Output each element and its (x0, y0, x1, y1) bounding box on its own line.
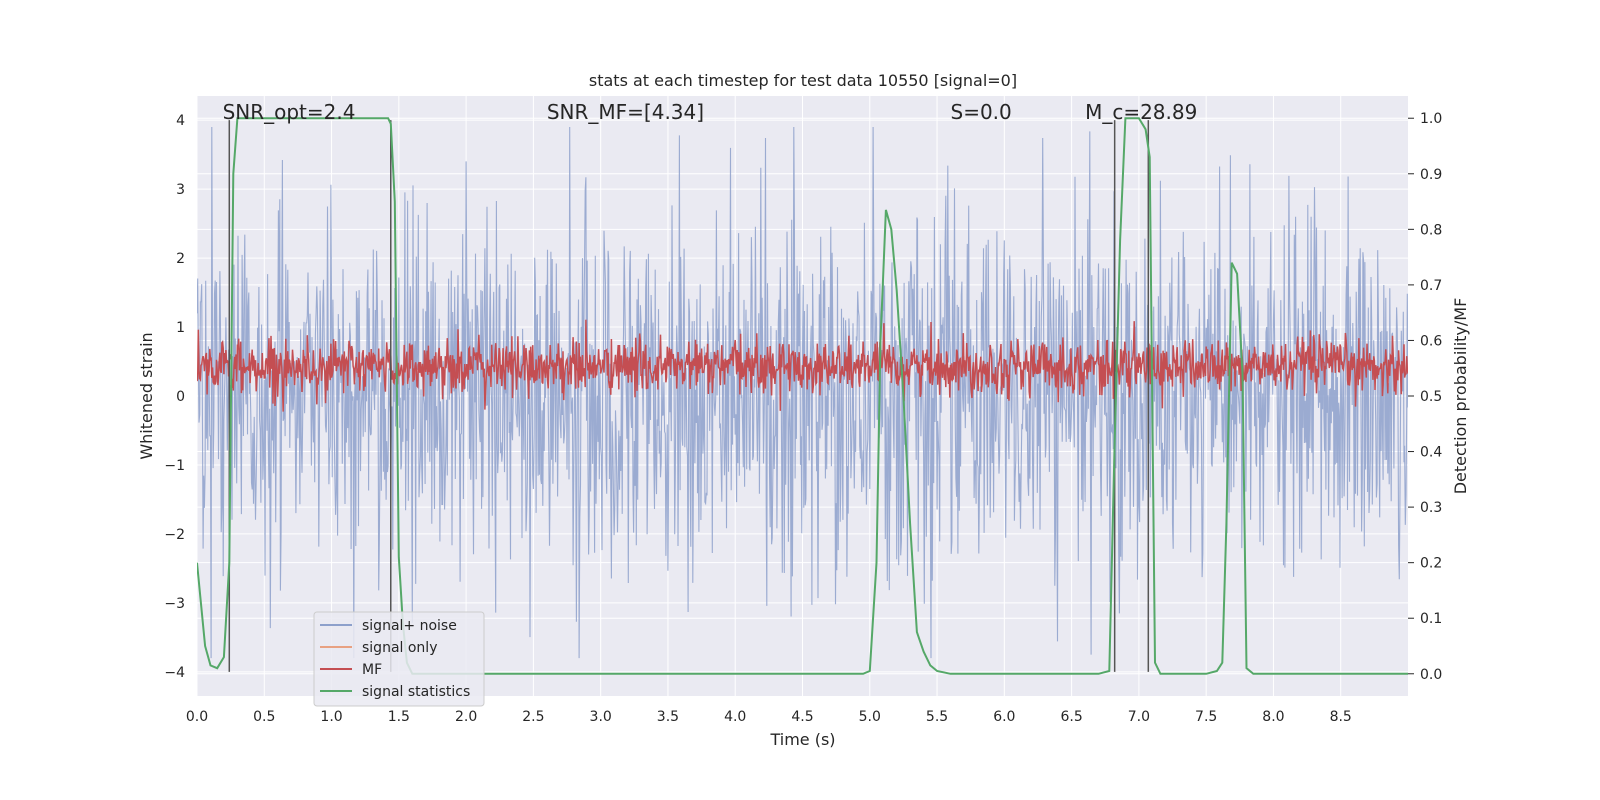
x-tick-label: 2.0 (455, 709, 477, 725)
y-right-tick-label: 1.0 (1420, 111, 1442, 127)
y-right-tick-label: 0.2 (1420, 556, 1442, 572)
x-axis-label: Time (s) (769, 730, 835, 749)
x-tick-label: 2.5 (522, 709, 544, 725)
y-right-tick-label: 0.6 (1420, 333, 1442, 349)
y-left-axis-label: Whitened strain (137, 332, 156, 459)
legend-box (313, 611, 485, 707)
y-right-axis-ticks: 0.0 0.1 0.2 0.3 0.4 0.5 0.6 0.7 0.8 0.9 1.0 (1408, 111, 1442, 683)
annotation-3: M_c=28.89 (1085, 100, 1197, 124)
y-left-tick-label: 2 (176, 251, 185, 267)
y-right-tick-label: 0.4 (1420, 445, 1442, 461)
series-signal-plus-noise (197, 126, 1408, 659)
annotation-1: SNR_MF=[4.34] (547, 100, 704, 124)
annotation-0: SNR_opt=2.4 (223, 100, 356, 124)
y-left-tick-label: −2 (164, 527, 185, 543)
x-tick-label: 1.0 (320, 709, 342, 725)
x-tick-label: 7.0 (1128, 709, 1150, 725)
x-tick-label: 0.0 (186, 709, 208, 725)
y-right-tick-label: 0.3 (1420, 500, 1442, 516)
x-tick-label: 1.5 (388, 709, 410, 725)
x-tick-label: 8.5 (1330, 709, 1352, 725)
annotations: SNR_opt=2.4 SNR_MF=[4.34] S=0.0 M_c=28.89 (223, 100, 1198, 124)
x-tick-label: 7.5 (1195, 709, 1217, 725)
legend-label-signal-only: signal only (362, 640, 437, 656)
y-right-axis-label: Detection probability/MF (1451, 298, 1470, 495)
y-left-tick-label: 1 (176, 320, 185, 336)
legend-label-signal-statistics: signal statistics (362, 684, 470, 700)
y-left-tick-label: 3 (176, 182, 185, 198)
x-tick-label: 5.0 (859, 709, 881, 725)
series-mf (197, 319, 1408, 412)
annotation-2: S=0.0 (951, 100, 1012, 124)
x-tick-label: 8.0 (1262, 709, 1284, 725)
series-signal-statistics (197, 117, 1408, 675)
y-right-tick-label: 0.5 (1420, 389, 1442, 405)
y-right-tick-label: 0.0 (1420, 667, 1442, 683)
x-tick-label: 0.5 (253, 709, 275, 725)
series-line-mf (197, 319, 1408, 412)
y-left-tick-label: −1 (164, 458, 185, 474)
y-left-tick-label: −4 (164, 665, 185, 681)
series-line-signal-statistics (197, 117, 1408, 675)
y-right-tick-label: 0.8 (1420, 222, 1442, 238)
x-tick-label: 4.5 (791, 709, 813, 725)
x-tick-label: 5.5 (926, 709, 948, 725)
x-tick-label: 6.5 (1060, 709, 1082, 725)
x-axis-ticks: 0.0 0.5 1.0 1.5 2.0 2.5 3.0 3.5 4.0 4.5 5.0 5.5 6.0 6… (186, 709, 1352, 725)
chart-title: stats at each timestep for test data 105… (589, 71, 1017, 90)
legend: signal+ noise signal only MF signal stat… (313, 611, 485, 707)
y-left-tick-label: −3 (164, 596, 185, 612)
y-left-tick-label: 4 (176, 113, 185, 129)
legend-label-signal-plus-noise: signal+ noise (362, 618, 457, 634)
x-tick-label: 3.5 (657, 709, 679, 725)
legend-label-mf: MF (362, 662, 382, 678)
y-left-tick-label: 0 (176, 389, 185, 405)
y-right-tick-label: 0.1 (1420, 611, 1442, 627)
vertical-markers (228, 120, 1150, 672)
y-right-tick-label: 0.9 (1420, 167, 1442, 183)
x-tick-label: 4.0 (724, 709, 746, 725)
x-tick-label: 3.0 (590, 709, 612, 725)
series-line-signal-plus-noise (197, 126, 1408, 659)
x-tick-label: 6.0 (993, 709, 1015, 725)
y-left-axis-ticks: −4 −3 −2 −1 0 1 2 3 4 (164, 113, 185, 681)
y-right-tick-label: 0.7 (1420, 278, 1442, 294)
